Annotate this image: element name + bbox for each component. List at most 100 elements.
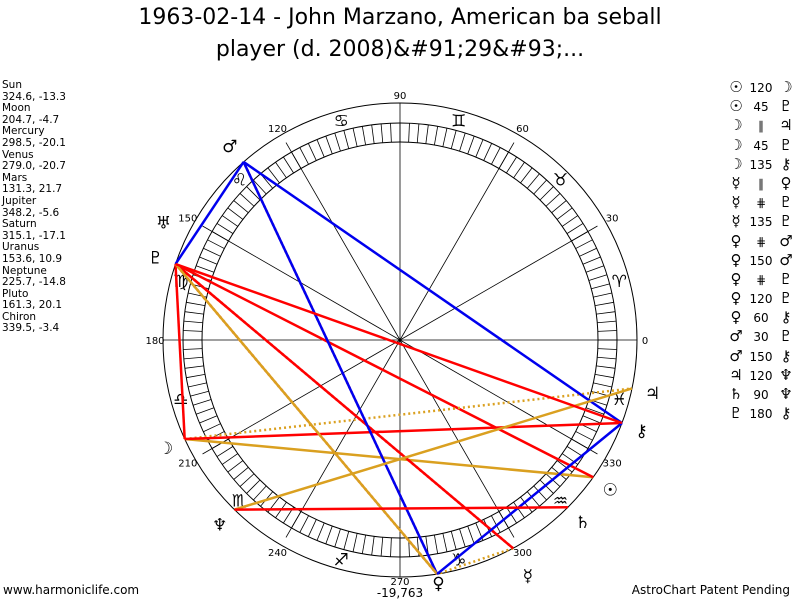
planet-position: 298.5, -20.1	[2, 136, 66, 149]
degree-tick	[371, 124, 375, 144]
degree-tick	[183, 320, 203, 324]
aspect-line	[242, 160, 623, 425]
planet-glyph-icon: ⚷	[780, 308, 792, 327]
aspect-line	[174, 263, 439, 575]
degree-axis-line	[285, 142, 401, 341]
planet-name: Neptune	[2, 264, 47, 277]
planet-glyph-icon: ♇	[779, 212, 793, 231]
degree-tick	[239, 473, 255, 487]
planet-position-list: Sun 324.6, -13.3 Moon 204.7, -4.7 Mercury 298…	[2, 79, 66, 335]
aspect-line	[234, 506, 568, 511]
degree-label: 300	[513, 548, 532, 559]
aspect-type: 45	[753, 138, 769, 153]
degree-axis-line	[285, 339, 401, 538]
degree-tick	[275, 162, 287, 179]
planet-name: Saturn	[2, 218, 37, 231]
planet-glyph-icon: ♆	[779, 385, 793, 403]
degree-tick	[334, 132, 341, 152]
degree-label: 30	[606, 214, 619, 225]
aspect-line	[174, 263, 186, 440]
degree-tick	[579, 247, 597, 257]
degree-tick	[283, 156, 294, 174]
degree-label: 270	[390, 577, 409, 588]
degree-axis-line	[399, 339, 515, 538]
degree-tick	[533, 179, 547, 195]
planet-position: 131.3, 21.7	[2, 183, 63, 196]
aspect-type: 120	[749, 368, 773, 383]
degree-tick	[450, 531, 457, 550]
degree-tick	[425, 124, 429, 144]
website-link[interactable]: www.harmoniclife.com	[3, 583, 140, 597]
degree-tick	[545, 193, 561, 207]
degree-label: 180	[145, 336, 164, 347]
planet-position: 153.6, 10.9	[2, 252, 63, 265]
degree-tick	[566, 446, 584, 457]
degree-tick	[459, 528, 466, 548]
planet-glyph-icon: ♂	[729, 327, 743, 346]
degree-tick	[334, 528, 341, 548]
zodiac-sign-icon: ♈	[612, 272, 627, 292]
degree-tick	[343, 130, 350, 149]
planet-glyph-icon: ♇	[779, 327, 793, 346]
degree-tick	[551, 200, 567, 214]
aspect-row: ☽ 135 ⚷	[728, 155, 794, 174]
planet-glyph-icon: ♇	[779, 97, 793, 116]
aspect-type: ⋕	[755, 272, 767, 287]
aspect-type: ⋕	[755, 234, 767, 249]
aspect-line	[436, 422, 623, 576]
degree-axis-line	[202, 339, 401, 455]
aspect-row: ♀ ⋕ ♇	[728, 270, 794, 289]
degree-tick	[539, 479, 554, 494]
degree-tick	[316, 139, 325, 158]
degree-tick	[216, 223, 234, 234]
degree-label: 240	[268, 548, 287, 559]
aspect-type: 135	[749, 215, 773, 230]
zodiac-sign-icon: ♑	[451, 550, 466, 570]
aspect-type: 60	[753, 311, 769, 326]
degree-tick	[192, 399, 212, 406]
planet-glyph-icon: ♀	[780, 173, 792, 192]
aspect-type: 30	[753, 330, 769, 345]
degree-tick	[222, 215, 239, 227]
degree-tick	[343, 531, 350, 550]
degree-tick	[597, 348, 617, 350]
venus-glyph-icon: ♀	[432, 574, 444, 594]
planet-glyph-icon: ♄	[729, 385, 743, 403]
degree-label: 90	[394, 91, 407, 102]
planet-glyph-icon: ♀	[730, 231, 742, 250]
aspect-line	[242, 161, 439, 575]
degree-tick	[253, 485, 267, 501]
planet-position: 324.6, -13.3	[2, 90, 66, 103]
degree-tick	[371, 536, 375, 556]
degree-tick	[227, 460, 244, 473]
degree-tick	[506, 156, 517, 174]
moon-glyph-icon: ☽	[158, 439, 173, 459]
degree-tick	[588, 274, 608, 281]
degree-tick	[352, 533, 358, 552]
degree-tick	[199, 256, 218, 265]
planet-glyph-icon: ⚷	[780, 154, 792, 173]
aspect-type: 135	[749, 157, 773, 172]
degree-tick	[352, 128, 358, 147]
aspect-type: ∥	[758, 119, 764, 134]
degree-tick	[222, 453, 239, 465]
aspect-row: ☽ 45 ♇	[728, 136, 794, 155]
degree-tick	[433, 126, 439, 146]
aspect-row: ☿ ⋕ ♇	[728, 193, 794, 212]
degree-tick	[585, 265, 605, 273]
degree-tick	[575, 431, 593, 441]
planet-glyph-icon: ♇	[729, 404, 743, 423]
zodiac-sign-icon: ♉	[553, 170, 568, 190]
neptune-glyph-icon: ♆	[212, 516, 227, 536]
degree-tick	[253, 179, 267, 195]
planet-glyph-icon: ☉	[729, 78, 743, 96]
aspect-type: 150	[749, 253, 773, 268]
degree-tick	[597, 330, 617, 332]
planet-glyph-icon: ☿	[731, 193, 741, 212]
planet-glyph-icon: ♇	[779, 269, 793, 288]
degree-tick	[227, 207, 244, 220]
degree-tick	[246, 186, 261, 201]
planet-name: Chiron	[2, 310, 37, 323]
planet-position: 339.5, -3.4	[2, 322, 60, 335]
